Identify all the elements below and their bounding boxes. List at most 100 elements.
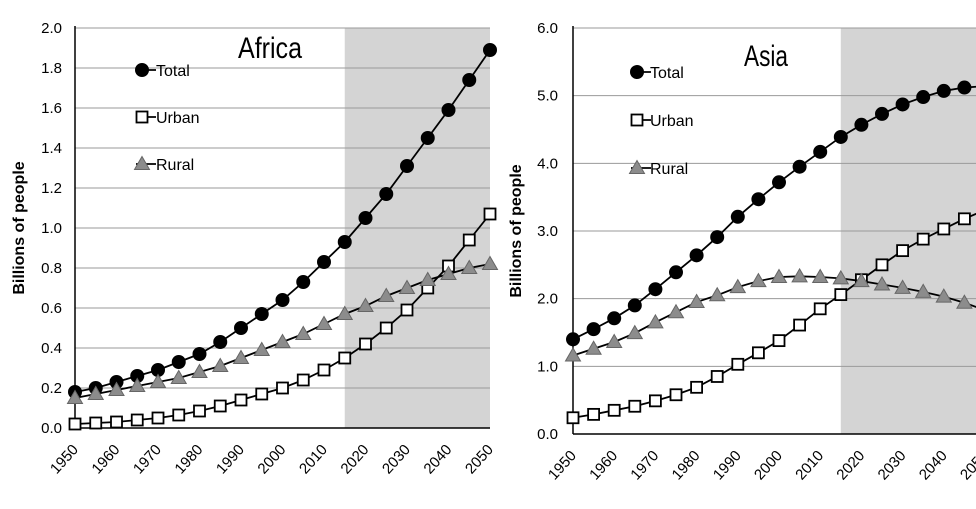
legend-total-label: Total <box>650 65 684 82</box>
x-tick-label: 1980 <box>669 447 704 483</box>
rural-point <box>956 294 973 309</box>
urban-point <box>213 399 227 413</box>
y-tick-label: 0.6 <box>41 300 62 317</box>
rural-point <box>440 265 457 280</box>
urban-point <box>68 417 82 431</box>
x-tick-label: 2040 <box>916 447 951 483</box>
total-point <box>772 175 786 190</box>
africa-chart: 0.0 0.2 0.4 0.6 0.8 1.0 1.2 1.4 1.6 1.8 2.0 1950 196… <box>11 20 499 477</box>
legend-urban-label: Urban <box>650 113 694 130</box>
rural-point <box>398 279 416 294</box>
total-point <box>192 347 207 361</box>
rural-point <box>667 303 685 319</box>
chart-title: Africa <box>238 32 302 65</box>
rural-point <box>377 287 395 302</box>
rural-point <box>729 278 747 294</box>
total-point <box>379 187 394 201</box>
urban-point <box>669 388 683 402</box>
rural-point <box>170 369 188 384</box>
legend-rural-marker <box>628 159 646 174</box>
legend-rural-label: Rural <box>650 161 688 178</box>
rural-point <box>108 381 125 396</box>
total-point <box>213 335 228 349</box>
urban-point <box>566 411 580 425</box>
y-tick-label: 0.0 <box>41 420 62 437</box>
rural-point <box>605 333 623 348</box>
y-tick-label: 0.0 <box>537 426 558 443</box>
urban-point <box>296 373 310 387</box>
rural-point <box>564 347 582 362</box>
rural-point <box>688 293 705 309</box>
urban-point <box>793 318 806 332</box>
rural-point <box>481 255 499 270</box>
total-point <box>462 73 477 87</box>
urban-point <box>151 411 165 425</box>
y-tick-label: 1.8 <box>41 60 62 77</box>
rural-point <box>626 324 644 340</box>
rural-point <box>253 341 271 356</box>
legend-total-label: Total <box>156 63 190 80</box>
total-point <box>648 282 663 297</box>
urban-point <box>587 407 600 421</box>
y-tick-label: 1.2 <box>41 180 62 197</box>
y-tick-label: 0.2 <box>41 380 62 397</box>
urban-point <box>875 258 889 272</box>
x-tick-label: 1970 <box>627 447 662 483</box>
rural-point <box>274 333 291 348</box>
x-tick-label: 1970 <box>130 441 165 477</box>
total-point <box>441 103 456 117</box>
urban-point <box>255 387 269 401</box>
total-point <box>566 332 580 347</box>
total-point <box>751 192 766 207</box>
urban-point <box>690 380 703 394</box>
x-tick-label: 2000 <box>751 447 786 483</box>
x-tick-label: 1980 <box>172 441 207 477</box>
y-tick-label: 2.0 <box>41 20 62 37</box>
rural-point <box>770 268 788 284</box>
y-tick-label: 0.8 <box>41 260 62 277</box>
x-tick-label: 2010 <box>296 441 331 477</box>
rural-point <box>66 389 84 404</box>
total-point <box>171 355 186 369</box>
rural-point <box>935 288 953 303</box>
total-point <box>895 97 910 112</box>
urban-point <box>731 357 745 371</box>
urban-point <box>710 370 724 383</box>
y-tick-label: 0.4 <box>41 340 62 357</box>
urban-point <box>359 337 372 351</box>
legend-total-marker <box>135 63 149 77</box>
y-tick-label: 4.0 <box>537 155 558 172</box>
rural-point <box>853 272 870 288</box>
rural-point <box>791 267 808 283</box>
total-point <box>275 293 290 307</box>
legend-total-marker <box>630 65 644 79</box>
urban-point <box>607 403 621 417</box>
x-tick-label: 1990 <box>213 441 248 477</box>
total-point <box>813 144 828 159</box>
total-point <box>689 248 704 263</box>
urban-point <box>896 244 909 258</box>
total-point <box>483 43 497 57</box>
total-point <box>337 235 352 249</box>
rural-point <box>708 286 726 302</box>
urban-point <box>130 413 144 427</box>
urban-point <box>958 212 971 226</box>
x-tick-label: 2050 <box>957 447 976 483</box>
rural-point <box>315 315 333 330</box>
total-point <box>916 90 931 105</box>
legend-rural-marker <box>133 155 151 170</box>
rural-point <box>357 297 374 312</box>
rural-point <box>336 305 354 320</box>
x-tick-label: 1960 <box>586 447 621 483</box>
urban-point <box>193 404 206 418</box>
total-point <box>586 322 601 337</box>
legend-urban-marker <box>135 110 149 124</box>
x-tick-label: 1950 <box>47 441 82 477</box>
rural-point <box>873 275 891 291</box>
asia-chart: 0.0 1.0 2.0 3.0 4.0 5.0 6.0 1950 1960 1970 1980 199… <box>508 20 976 483</box>
y-tick-label: 2.0 <box>537 291 558 308</box>
total-point <box>607 311 622 326</box>
urban-point <box>317 363 331 377</box>
y-tick-label: 6.0 <box>537 20 558 37</box>
